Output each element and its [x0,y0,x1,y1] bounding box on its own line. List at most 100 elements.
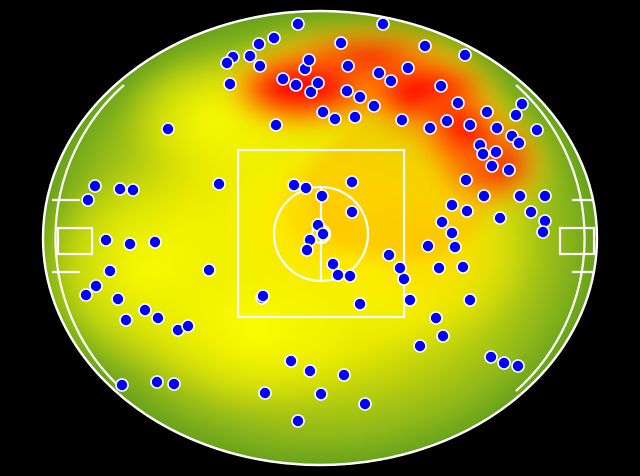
event-dot[interactable] [138,303,152,317]
event-dot[interactable] [115,378,129,392]
event-dot[interactable] [103,264,117,278]
event-dot[interactable] [476,147,490,161]
event-dot[interactable] [512,136,526,150]
event-dot[interactable] [376,17,390,31]
event-dot[interactable] [256,289,270,303]
event-dot[interactable] [445,198,459,212]
event-dot[interactable] [220,56,234,70]
event-dot[interactable] [435,215,449,229]
event-dot[interactable] [445,226,459,240]
event-dot[interactable] [372,66,386,80]
event-dot[interactable] [440,114,454,128]
event-dot[interactable] [536,225,550,239]
event-dot[interactable] [393,261,407,275]
event-dot[interactable] [253,59,267,73]
event-dot[interactable] [150,375,164,389]
event-dot[interactable] [460,204,474,218]
event-dot[interactable] [432,261,446,275]
event-dot[interactable] [299,181,313,195]
event-dot[interactable] [284,354,298,368]
event-dot[interactable] [99,233,113,247]
event-dot[interactable] [123,237,137,251]
event-dot[interactable] [345,175,359,189]
event-dot[interactable] [484,350,498,364]
event-dot[interactable] [252,37,266,51]
event-dot[interactable] [477,189,491,203]
event-dot[interactable] [151,311,165,325]
event-dot[interactable] [258,386,272,400]
event-dot[interactable] [348,110,362,124]
event-dot[interactable] [421,239,435,253]
event-dot[interactable] [161,122,175,136]
event-dot[interactable] [303,364,317,378]
event-dot[interactable] [530,123,544,137]
event-dot[interactable] [451,96,465,110]
event-dot[interactable] [395,113,409,127]
event-dot[interactable] [111,292,125,306]
event-dot[interactable] [202,263,216,277]
event-dot[interactable] [513,189,527,203]
event-dot[interactable] [291,414,305,428]
event-dot[interactable] [538,189,552,203]
event-dot[interactable] [403,293,417,307]
event-dot[interactable] [423,121,437,135]
event-dot[interactable] [167,377,181,391]
event-dot[interactable] [300,243,314,257]
event-dot[interactable] [515,97,529,111]
event-dot[interactable] [243,49,257,63]
event-dot[interactable] [311,76,325,90]
event-dot[interactable] [88,179,102,193]
event-dot[interactable] [269,118,283,132]
event-dot[interactable] [524,205,538,219]
event-dot[interactable] [304,85,318,99]
event-dot[interactable] [212,177,226,191]
event-dot[interactable] [448,240,462,254]
event-dot[interactable] [538,214,552,228]
event-dot[interactable] [341,59,355,73]
event-dot[interactable] [502,163,516,177]
event-dot[interactable] [401,61,415,75]
event-dot[interactable] [148,235,162,249]
event-dot[interactable] [436,329,450,343]
event-dot[interactable] [367,99,381,113]
event-dot[interactable] [458,48,472,62]
event-dot[interactable] [334,36,348,50]
event-dot[interactable] [429,311,443,325]
event-dot[interactable] [489,145,503,159]
event-dot[interactable] [397,272,411,286]
event-dot[interactable] [353,90,367,104]
event-dot[interactable] [490,121,504,135]
event-dot[interactable] [302,53,316,67]
event-dot[interactable] [315,189,329,203]
event-dot[interactable] [418,39,432,53]
event-dot[interactable] [497,356,511,370]
event-dot[interactable] [181,319,195,333]
event-dot[interactable] [459,173,473,187]
event-dot[interactable] [413,339,427,353]
event-dot[interactable] [328,112,342,126]
event-dot[interactable] [267,31,281,45]
event-dot[interactable] [384,74,398,88]
event-dot[interactable] [434,79,448,93]
event-dot[interactable] [81,193,95,207]
event-dot[interactable] [345,205,359,219]
event-dot[interactable] [353,297,367,311]
event-dot[interactable] [314,387,328,401]
event-dot[interactable] [276,72,290,86]
event-dot[interactable] [126,183,140,197]
event-dot[interactable] [331,268,345,282]
event-dot[interactable] [509,108,523,122]
event-dot[interactable] [463,118,477,132]
event-dot[interactable] [485,159,499,173]
event-dot[interactable] [291,17,305,31]
event-dot[interactable] [89,279,103,293]
event-dot[interactable] [358,397,372,411]
event-dot[interactable] [340,84,354,98]
event-dot[interactable] [119,313,133,327]
event-dot[interactable] [79,288,93,302]
event-dot[interactable] [511,359,525,373]
event-dot[interactable] [326,257,340,271]
event-dot[interactable] [316,227,330,241]
event-dot[interactable] [343,269,357,283]
event-dot[interactable] [480,105,494,119]
